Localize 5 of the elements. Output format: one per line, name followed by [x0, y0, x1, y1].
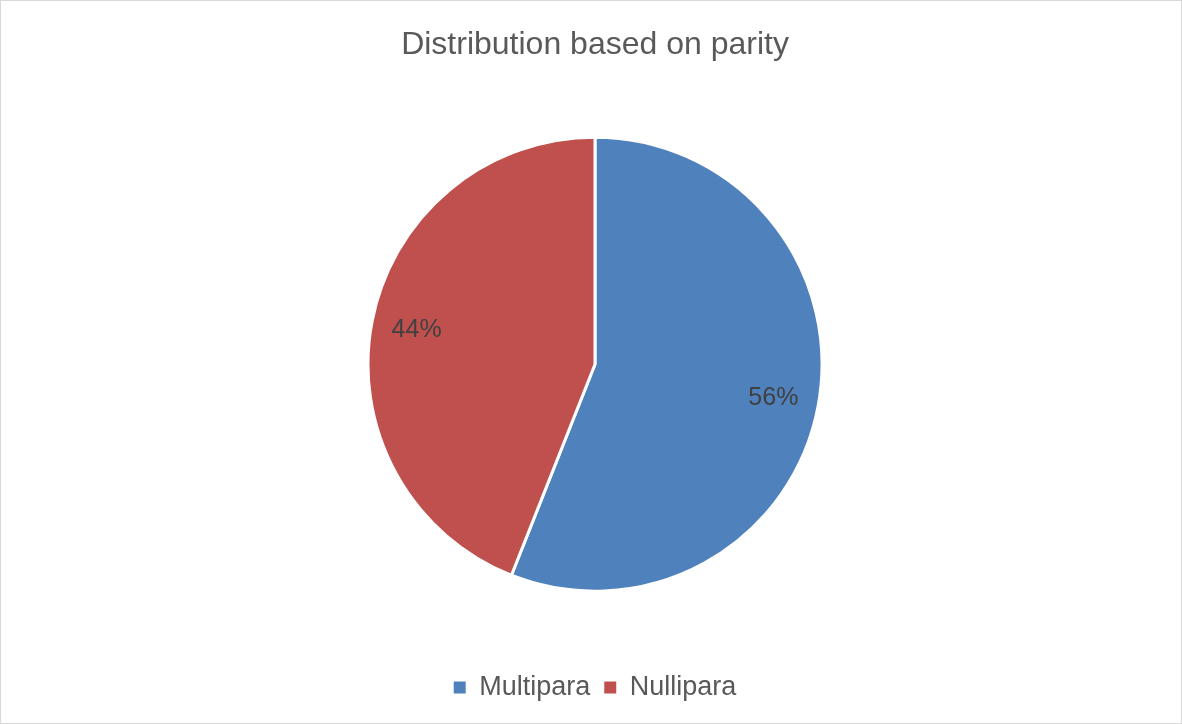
legend-label: Nullipara	[629, 670, 738, 701]
legend-label: Multipara	[479, 670, 592, 701]
chart-title: Distribution based on parity	[401, 25, 789, 62]
data-label: 56%	[748, 382, 799, 411]
data-label: 44%	[391, 314, 442, 343]
